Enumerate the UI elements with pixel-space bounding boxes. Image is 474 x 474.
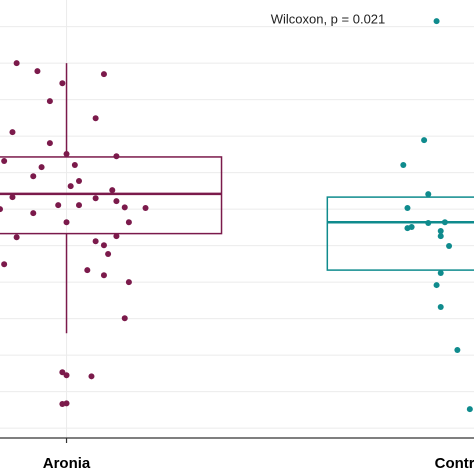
- point: [113, 233, 120, 240]
- point: [1, 157, 8, 164]
- point: [9, 129, 16, 136]
- point: [100, 71, 107, 78]
- point: [105, 251, 112, 258]
- point: [76, 202, 82, 209]
- point: [1, 261, 8, 268]
- point: [437, 303, 444, 310]
- point: [125, 219, 132, 226]
- point: [113, 153, 120, 160]
- point: [38, 164, 45, 171]
- point: [46, 98, 53, 105]
- x-tick-label: Aronia: [43, 455, 91, 472]
- grid: [0, 0, 474, 443]
- marks: [0, 18, 474, 413]
- point: [437, 270, 444, 277]
- point: [59, 401, 66, 408]
- point: [30, 210, 37, 217]
- point: [437, 233, 444, 240]
- point: [454, 347, 461, 354]
- point: [34, 68, 41, 75]
- point: [121, 204, 128, 211]
- point: [63, 372, 70, 379]
- point: [437, 228, 444, 235]
- point: [9, 194, 16, 201]
- point: [67, 183, 74, 190]
- point: [433, 18, 440, 25]
- point: [84, 267, 91, 274]
- point: [88, 373, 95, 380]
- point: [109, 187, 116, 194]
- box: [326, 196, 474, 271]
- point: [59, 80, 66, 87]
- point: [404, 225, 411, 232]
- point: [121, 315, 128, 322]
- point: [59, 369, 66, 376]
- point: [92, 195, 99, 202]
- point: [113, 198, 120, 205]
- point: [400, 161, 407, 168]
- point: [425, 220, 432, 227]
- point: [100, 272, 107, 279]
- point: [63, 151, 70, 158]
- point: [433, 282, 440, 289]
- point: [92, 238, 99, 245]
- point: [76, 178, 82, 185]
- point: [404, 205, 411, 212]
- x-tick-label: Control: [435, 455, 474, 472]
- point: [425, 191, 432, 198]
- point: [0, 206, 3, 213]
- annotation: Wilcoxon, p = 0.021: [271, 11, 386, 26]
- point: [92, 115, 99, 122]
- point: [125, 279, 132, 286]
- point: [421, 137, 428, 144]
- point: [55, 202, 62, 209]
- point: [100, 242, 107, 249]
- point: [13, 234, 20, 241]
- point: [71, 161, 78, 168]
- point: [142, 205, 149, 212]
- point: [46, 140, 53, 147]
- point: [466, 406, 473, 413]
- point: [441, 219, 448, 226]
- point: [63, 219, 70, 226]
- point: [13, 60, 20, 67]
- point: [446, 243, 453, 250]
- point: [30, 173, 37, 180]
